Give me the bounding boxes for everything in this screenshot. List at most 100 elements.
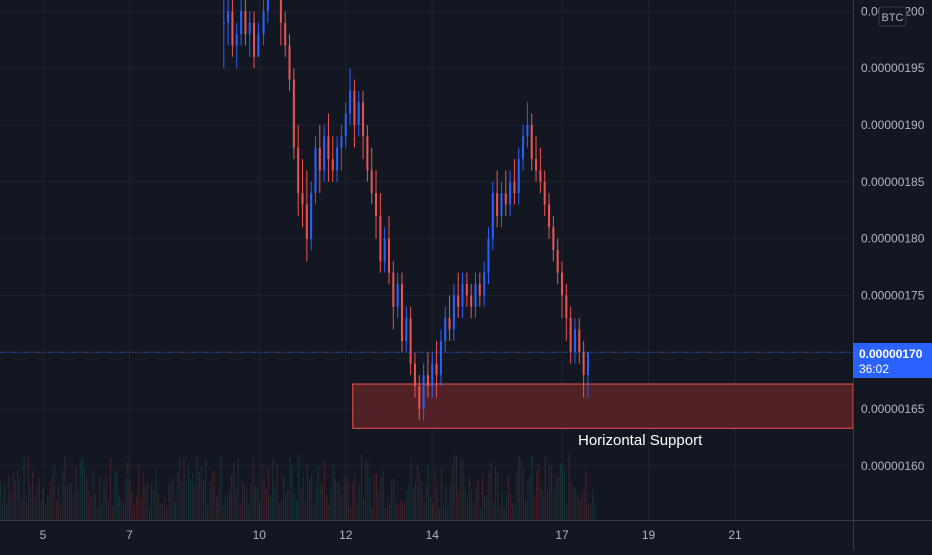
candle-body — [331, 159, 334, 171]
volume-bar — [90, 496, 92, 520]
chart-grid — [0, 0, 853, 520]
candle-body — [266, 0, 269, 12]
volume-bar — [347, 480, 349, 520]
volume-bar — [434, 466, 436, 520]
volume-bar — [244, 485, 246, 520]
volume-bar — [73, 493, 75, 520]
volume-bar — [116, 471, 118, 520]
volume-bar — [34, 498, 36, 520]
volume-bar — [447, 507, 449, 520]
volume-bar — [380, 475, 382, 520]
candle-body — [327, 136, 330, 160]
volume-bar — [40, 499, 42, 520]
volume-bar — [246, 489, 248, 520]
volume-bar — [144, 485, 146, 520]
volume-bar — [248, 504, 250, 520]
volume-bar — [453, 454, 455, 520]
x-tick-label: 19 — [642, 528, 656, 542]
volume-bar — [484, 494, 486, 520]
volume-bar — [332, 463, 334, 520]
volume-bar — [557, 477, 559, 520]
volume-bar — [555, 477, 557, 520]
candle-body — [336, 147, 339, 171]
volume-bar — [587, 504, 589, 520]
volume-bar — [218, 490, 220, 520]
volume-bar — [23, 456, 25, 520]
volume-bar — [308, 478, 310, 520]
volume-bar — [562, 462, 563, 520]
volume-bar — [419, 474, 421, 520]
volume-bar — [319, 483, 321, 520]
currency-badge[interactable]: BTC — [878, 6, 907, 27]
volume-bar — [68, 483, 70, 520]
candle-body — [465, 284, 468, 296]
candle-body — [548, 204, 551, 228]
volume-bar — [533, 495, 535, 520]
volume-bar — [421, 482, 423, 520]
volume-bar — [159, 503, 161, 520]
volume-bar — [287, 490, 289, 520]
volume-bar — [179, 458, 181, 520]
candle-body — [392, 272, 395, 307]
volume-bar — [53, 466, 55, 520]
volume-bar — [594, 503, 596, 520]
volume-bar — [542, 490, 544, 520]
volume-bar — [326, 494, 328, 520]
candle-body — [500, 193, 503, 216]
volume-bar — [296, 500, 298, 520]
volume-bar — [365, 461, 367, 520]
volume-bar — [592, 489, 594, 520]
candle-body — [297, 147, 300, 194]
candle-body — [470, 295, 473, 307]
volume-bar — [194, 483, 196, 520]
volume-bar — [231, 475, 233, 520]
candle-body — [487, 238, 490, 273]
volume-bar — [174, 501, 176, 520]
volume-bar — [71, 483, 73, 520]
volume-bar — [371, 506, 373, 520]
candle-body — [413, 363, 416, 387]
volume-bar — [241, 481, 243, 520]
volume-bar — [389, 504, 390, 520]
volume-bar — [324, 459, 326, 520]
volume-bar — [479, 507, 481, 520]
volume-bar — [216, 496, 217, 520]
volume-bar — [172, 478, 174, 520]
candle-body — [244, 11, 247, 35]
volume-bar — [570, 482, 572, 520]
volume-bar — [406, 490, 408, 520]
candle-body — [284, 22, 287, 46]
volume-bar — [190, 478, 192, 520]
volume-bar — [270, 495, 272, 520]
volume-bar — [525, 500, 527, 520]
volume-bar — [283, 475, 285, 520]
volume-bar — [142, 473, 144, 520]
volume-bar — [62, 470, 64, 520]
volume-bar — [235, 489, 237, 520]
price-tag-background — [853, 343, 932, 378]
volume-bar — [363, 498, 365, 520]
y-tick-label: 0.00000190 — [861, 118, 925, 132]
volume-bar — [572, 487, 574, 520]
volume-bar — [546, 490, 548, 520]
candle-body — [409, 318, 412, 364]
volume-bar — [460, 458, 462, 520]
volume-bar — [373, 474, 375, 520]
volume-bar — [503, 507, 505, 520]
volume-bar — [36, 483, 38, 520]
candle-body — [474, 284, 477, 307]
price-tag-countdown: 36:02 — [859, 362, 889, 376]
volume-bar — [81, 457, 83, 520]
candle-body — [526, 125, 529, 137]
volume-bar — [118, 495, 120, 520]
volume-bar — [205, 459, 207, 520]
volume-bar — [77, 493, 79, 520]
volume-bar — [330, 488, 332, 520]
volume-bar — [395, 503, 397, 520]
volume-bar — [8, 475, 10, 520]
volume-bar — [75, 467, 77, 520]
volume-bar — [438, 507, 440, 520]
volume-bar — [239, 503, 241, 520]
